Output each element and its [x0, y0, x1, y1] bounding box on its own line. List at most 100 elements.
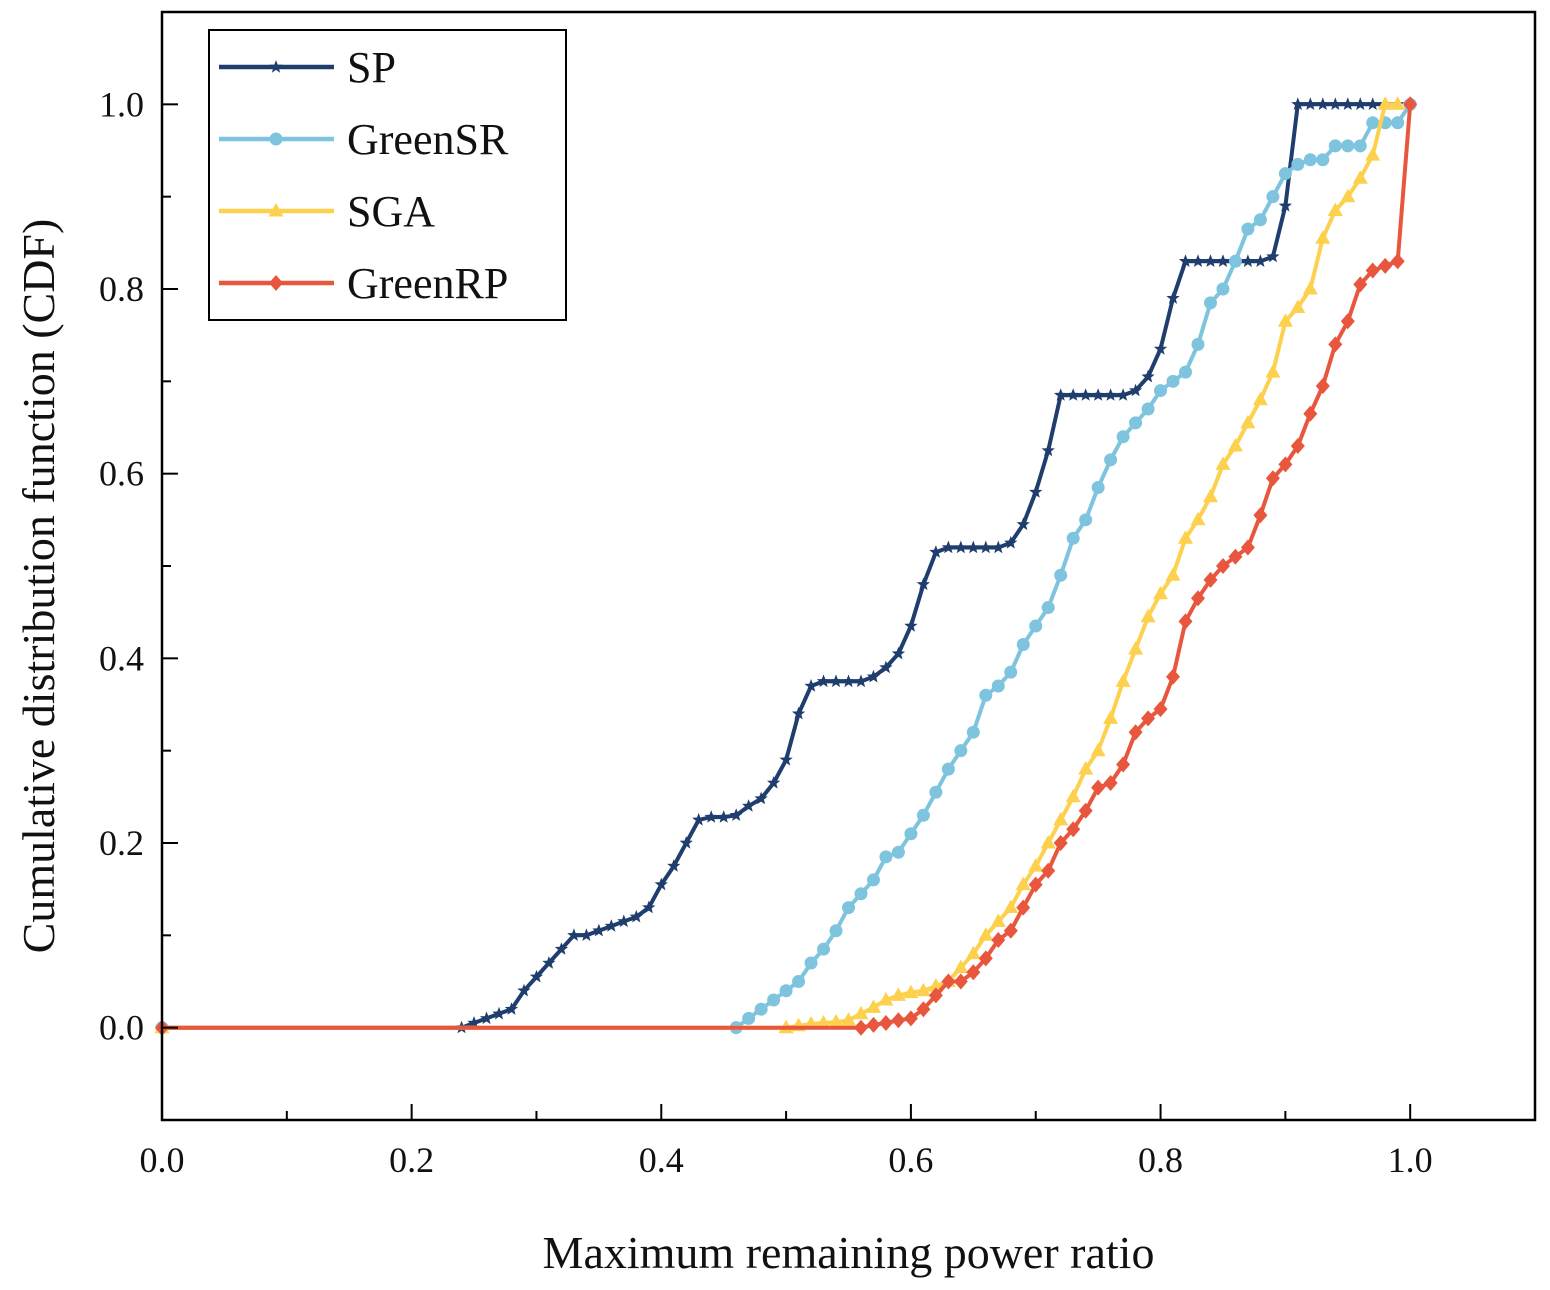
data-point-greensr-16 — [916, 808, 930, 822]
y-tick-label: 0.8 — [99, 269, 144, 309]
data-point-greenrp-2 — [866, 1016, 881, 1033]
data-point-sga-34 — [1190, 511, 1206, 526]
y-tick-label: 0.0 — [99, 1008, 144, 1048]
data-point-greenrp-31 — [1228, 548, 1243, 565]
data-point-sga-39 — [1252, 391, 1268, 406]
legend: SP GreenSR SGA GreenRP — [208, 29, 567, 321]
legend-label-sp: SP — [347, 43, 396, 92]
data-point-sp-5 — [504, 1002, 519, 1015]
data-point-sga-18 — [990, 913, 1006, 927]
data-point-sga-45 — [1327, 202, 1343, 216]
y-axis-title: Cumulative distribution function (CDF) — [13, 219, 64, 954]
data-point-sp-48 — [1041, 443, 1055, 457]
data-point-greenrp-14 — [1016, 899, 1031, 916]
data-point-sga-20 — [1015, 876, 1031, 891]
data-point-greensr-52 — [1366, 116, 1380, 130]
data-point-sga-47 — [1352, 170, 1368, 184]
data-point-sp-3 — [479, 1011, 494, 1025]
data-point-greenrp-42 — [1365, 262, 1380, 279]
data-point-greensr-38 — [1191, 337, 1205, 351]
data-point-greenrp-25 — [1153, 701, 1168, 718]
data-point-greensr-4 — [767, 993, 781, 1007]
legend-marker-sga — [268, 203, 284, 217]
legend-marker-greenrp — [269, 275, 283, 291]
data-point-greenrp-38 — [1315, 378, 1330, 394]
data-point-greensr-43 — [1253, 213, 1267, 227]
data-point-sga-43 — [1302, 281, 1318, 295]
data-point-greensr-12 — [866, 873, 880, 887]
data-point-sga-6 — [841, 1012, 856, 1026]
data-point-sp-69 — [1303, 97, 1317, 110]
data-point-sp-62 — [1216, 254, 1230, 267]
legend-box — [208, 29, 567, 321]
data-point-greensr-28 — [1066, 531, 1080, 545]
data-point-greenrp-18 — [1066, 821, 1081, 838]
data-point-sp-22 — [717, 810, 731, 823]
data-point-greenrp-7 — [928, 987, 943, 1004]
data-point-sga-29 — [1128, 641, 1144, 655]
data-point-greensr-20 — [966, 725, 980, 739]
legend-marker-sp — [269, 60, 283, 73]
legend-item-sga: SGA — [219, 187, 435, 236]
data-point-sp-70 — [1316, 97, 1330, 110]
data-point-sp-28 — [791, 706, 806, 720]
data-point-greensr-7 — [804, 956, 818, 970]
data-point-sga-15 — [953, 959, 969, 974]
data-point-greensr-32 — [1116, 430, 1130, 444]
data-point-sp-67 — [1278, 198, 1292, 212]
data-point-greensr-25 — [1029, 619, 1043, 633]
data-point-sp-23 — [729, 808, 743, 821]
data-point-sga-40 — [1265, 364, 1281, 378]
legend-label-greenrp: GreenRP — [347, 259, 508, 308]
data-point-greensr-33 — [1129, 416, 1143, 430]
data-point-sp-58 — [1166, 291, 1180, 304]
data-point-greenrp-21 — [1103, 775, 1118, 791]
data-point-greenrp-10 — [966, 964, 981, 981]
data-point-greenrp-36 — [1290, 438, 1305, 454]
data-point-sga-48 — [1365, 147, 1381, 161]
data-point-sga-50 — [1390, 96, 1406, 110]
data-point-sp-34 — [866, 669, 881, 683]
data-point-greensr-54 — [1391, 116, 1405, 130]
data-point-greenrp-23 — [1128, 724, 1143, 741]
data-point-greenrp-20 — [1091, 779, 1106, 796]
data-point-greenrp-39 — [1328, 336, 1343, 353]
data-point-sp-16 — [642, 900, 656, 914]
data-point-greensr-46 — [1291, 157, 1305, 171]
data-point-sp-33 — [854, 674, 868, 688]
data-point-sga-9 — [878, 992, 894, 1006]
x-tick-label: 0.4 — [639, 1140, 684, 1180]
legend-item-sp: SP — [219, 43, 396, 92]
data-point-greensr-39 — [1203, 296, 1217, 310]
x-tick-label: 0.2 — [389, 1140, 434, 1180]
data-point-greensr-36 — [1166, 374, 1180, 388]
data-point-sga-36 — [1215, 456, 1231, 470]
data-point-greensr-2 — [742, 1011, 756, 1025]
data-point-sp-8 — [542, 956, 556, 969]
data-point-sp-19 — [679, 836, 693, 849]
data-point-sga-13 — [928, 978, 944, 992]
data-point-greenrp-35 — [1278, 456, 1293, 473]
data-point-sga-5 — [828, 1014, 844, 1028]
data-point-sga-23 — [1053, 811, 1069, 826]
data-point-sp-51 — [1079, 388, 1093, 401]
data-point-greenrp-13 — [1003, 922, 1018, 939]
y-tick-label: 1.0 — [99, 84, 144, 124]
data-point-sp-32 — [841, 674, 856, 688]
data-point-sp-11 — [579, 928, 593, 941]
data-point-sga-26 — [1090, 742, 1106, 757]
legend-marker-greensr — [269, 132, 283, 146]
legend-item-greensr: GreenSR — [219, 115, 509, 164]
data-point-sga-7 — [853, 1005, 869, 1020]
data-point-sp-15 — [629, 909, 643, 923]
x-tick-label: 0.8 — [1138, 1140, 1183, 1180]
y-tick-label: 0.6 — [99, 454, 144, 494]
data-point-greenrp-3 — [878, 1015, 893, 1031]
data-point-sga-25 — [1078, 761, 1094, 775]
data-point-sp-12 — [592, 923, 606, 937]
data-point-sp-7 — [529, 969, 544, 983]
data-point-sp-37 — [904, 619, 918, 632]
data-point-greenrp-19 — [1078, 802, 1093, 819]
data-point-greensr-3 — [754, 1002, 768, 1016]
data-point-greensr-8 — [817, 942, 831, 956]
